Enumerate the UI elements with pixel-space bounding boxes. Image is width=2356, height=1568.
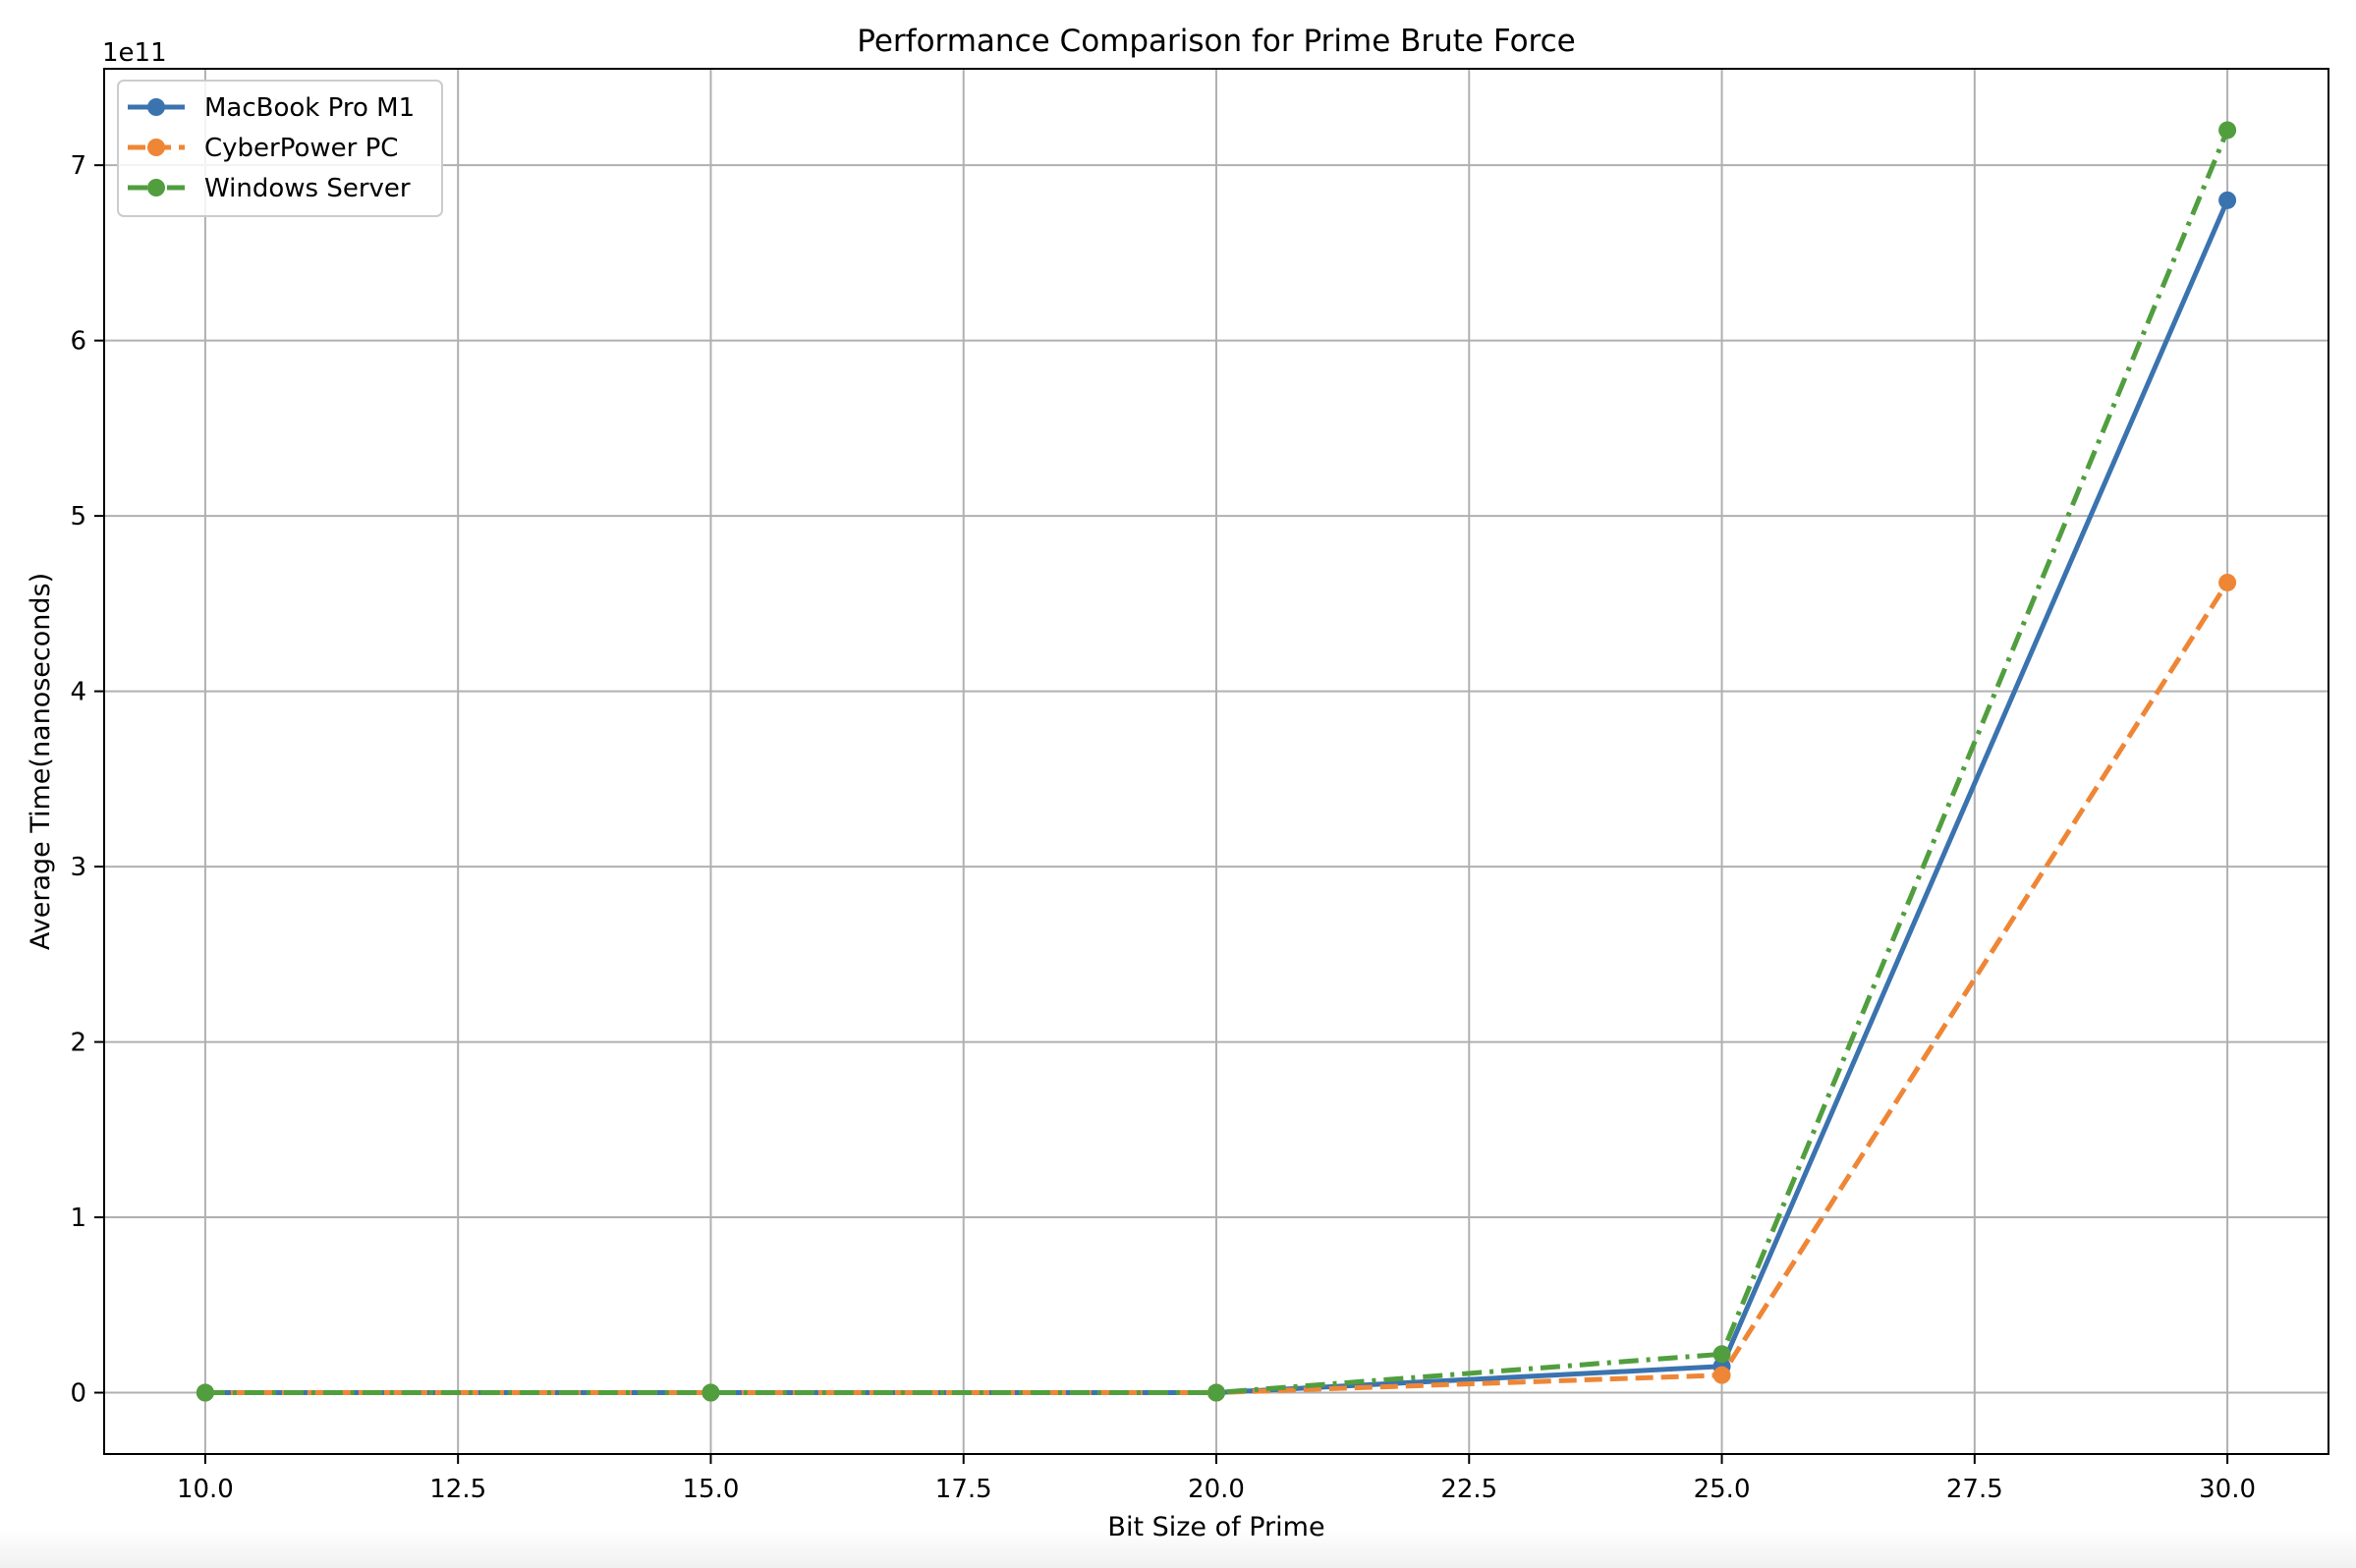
x-tick-label: 27.5 <box>1946 1475 2003 1504</box>
series-3-point <box>1712 1345 1731 1364</box>
x-tick-label: 17.5 <box>935 1475 992 1504</box>
bottom-shade <box>0 1529 2356 1568</box>
y-tick-label: 6 <box>70 327 86 357</box>
y-tick-label: 3 <box>70 853 86 882</box>
legend-swatch-marker-1 <box>147 98 165 116</box>
y-tick-label: 4 <box>70 678 86 707</box>
legend-label-3: Windows Server <box>204 174 411 203</box>
x-tick-label: 10.0 <box>177 1475 234 1504</box>
series-3-point <box>701 1383 720 1402</box>
y-tick-label: 1 <box>70 1204 86 1233</box>
series-3-point <box>2218 121 2237 140</box>
y-scale-label: 1e11 <box>102 38 167 68</box>
y-tick-label: 0 <box>70 1379 86 1409</box>
x-axis-label: Bit Size of Prime <box>1107 1512 1324 1542</box>
series-1-point <box>2218 191 2237 209</box>
series-2-point <box>2218 573 2237 591</box>
y-tick-label: 7 <box>70 151 86 181</box>
series-layer <box>196 121 2237 1402</box>
legend-box <box>117 80 443 217</box>
series-3-point <box>1207 1383 1225 1402</box>
y-tick-label: 2 <box>70 1029 86 1058</box>
x-tick-label: 15.0 <box>683 1475 740 1504</box>
grid <box>104 69 2328 1454</box>
series-3-point <box>196 1383 214 1402</box>
x-tick-label: 25.0 <box>1694 1475 1751 1504</box>
series-2-point <box>1712 1366 1731 1384</box>
legend: MacBook Pro M1 CyberPower PC Windows Serve… <box>117 80 443 217</box>
chart-title: Performance Comparison for Prime Brute F… <box>857 24 1575 59</box>
ticks: 10.0 12.5 15.0 17.5 20.0 22.5 25.0 27.5 30.0 0 1 2 3… <box>70 151 2256 1504</box>
legend-swatch-marker-2 <box>147 139 165 156</box>
y-axis-label: Average Time(nanoseconds) <box>26 573 56 950</box>
x-tick-label: 22.5 <box>1440 1475 1497 1504</box>
legend-swatch-marker-3 <box>147 179 165 196</box>
x-tick-label: 30.0 <box>2199 1475 2256 1504</box>
x-tick-label: 12.5 <box>429 1475 486 1504</box>
legend-label-1: MacBook Pro M1 <box>204 93 415 123</box>
y-tick-label: 5 <box>70 502 86 532</box>
legend-label-2: CyberPower PC <box>204 134 398 163</box>
x-tick-label: 20.0 <box>1188 1475 1245 1504</box>
